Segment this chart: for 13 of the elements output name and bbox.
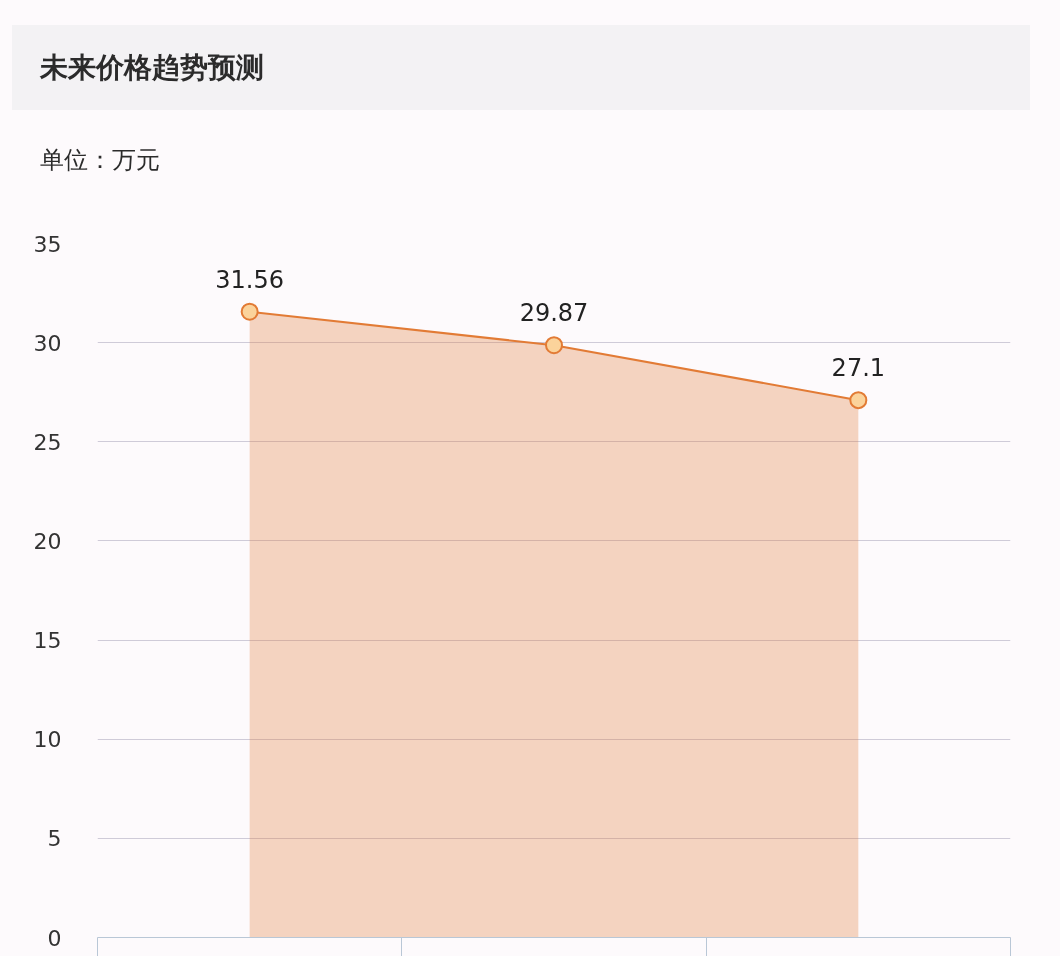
- data-label: 27.1: [831, 354, 886, 383]
- y-tick-label: 20: [33, 528, 62, 554]
- y-tick-label: 35: [33, 231, 62, 257]
- y-tick-label: 30: [33, 330, 62, 356]
- y-tick-label: 15: [33, 628, 62, 654]
- data-label: 31.56: [215, 265, 285, 294]
- y-tick-label: 5: [47, 826, 62, 852]
- y-tick-label: 10: [33, 727, 62, 753]
- y-axis-title: 单位：万元: [40, 145, 160, 176]
- data-label: 29.87: [519, 299, 589, 328]
- y-tick-label: 0: [47, 925, 62, 951]
- chart-title: 未来价格趋势预测: [40, 50, 264, 86]
- y-tick-label: 25: [33, 429, 62, 455]
